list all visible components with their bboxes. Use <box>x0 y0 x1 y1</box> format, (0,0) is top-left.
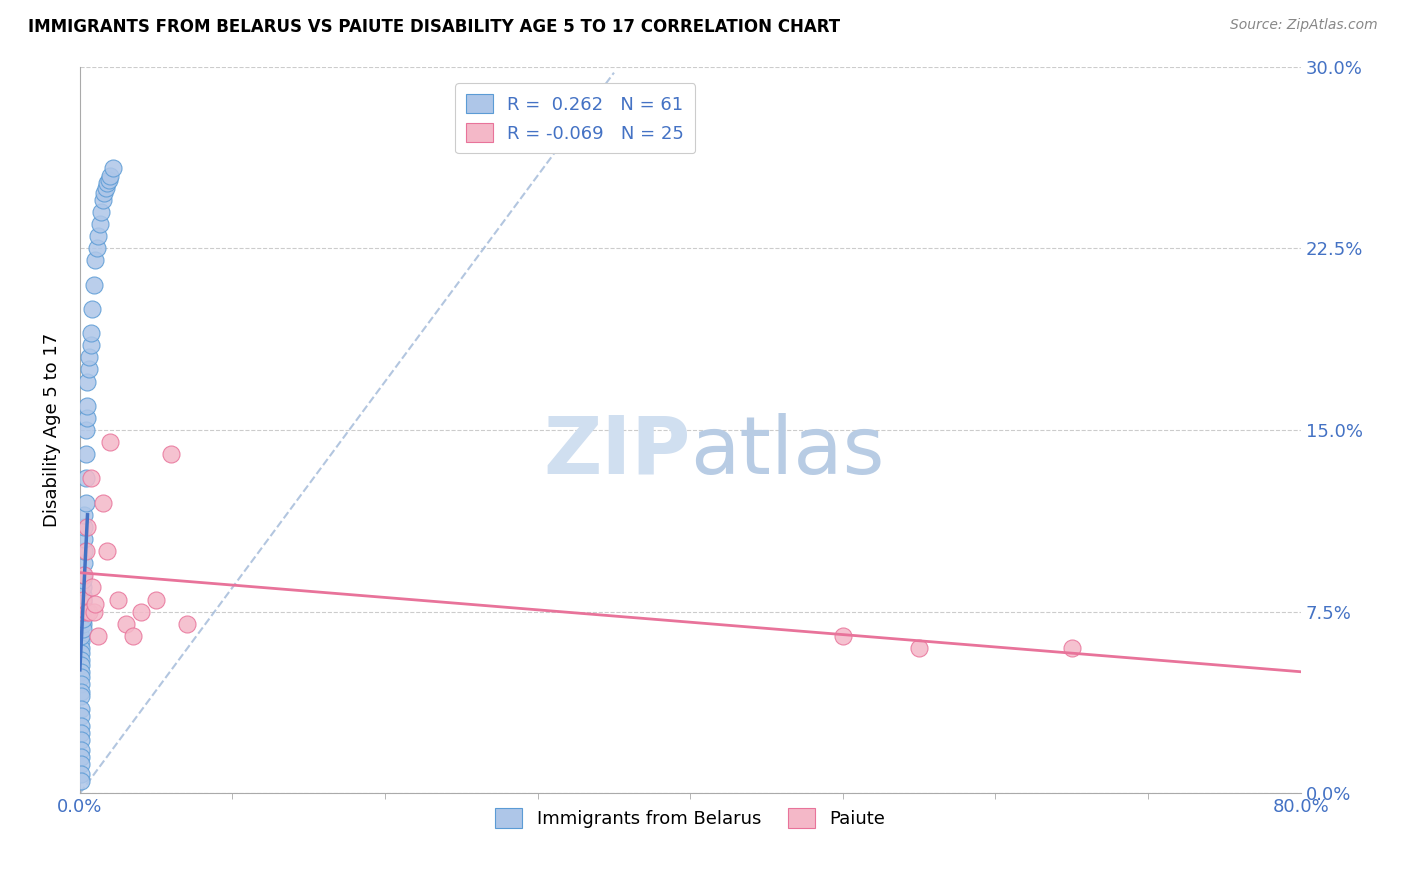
Point <box>70 665 93 680</box>
Point <box>75 544 97 558</box>
Point <box>84 598 107 612</box>
Point <box>86 241 108 255</box>
Point <box>73 556 96 570</box>
Point <box>70 653 93 667</box>
Point <box>77 362 100 376</box>
Point <box>70 767 93 781</box>
Point <box>76 410 98 425</box>
Point <box>122 629 145 643</box>
Point <box>72 612 94 626</box>
Point <box>70 701 93 715</box>
Point <box>70 708 93 723</box>
Point <box>72 588 94 602</box>
Point <box>76 520 98 534</box>
Point <box>80 301 103 316</box>
Text: atlas: atlas <box>690 413 884 491</box>
Point <box>76 605 98 619</box>
Point <box>73 532 96 546</box>
Point <box>1060 640 1083 655</box>
Point <box>77 351 100 365</box>
Point <box>103 161 125 176</box>
Point <box>77 605 100 619</box>
Point <box>100 435 122 450</box>
Point <box>73 568 96 582</box>
Point <box>908 640 931 655</box>
Point <box>72 622 94 636</box>
Legend: Immigrants from Belarus, Paiute: Immigrants from Belarus, Paiute <box>488 801 893 835</box>
Point <box>72 581 94 595</box>
Point <box>70 646 93 660</box>
Point <box>70 774 93 789</box>
Point <box>70 743 93 757</box>
Point <box>83 277 105 292</box>
Point <box>75 471 97 485</box>
Point <box>84 253 107 268</box>
Point <box>73 508 96 522</box>
Point <box>97 173 120 187</box>
Point <box>72 616 94 631</box>
Point <box>160 447 183 461</box>
Point <box>70 657 93 672</box>
Text: IMMIGRANTS FROM BELARUS VS PAIUTE DISABILITY AGE 5 TO 17 CORRELATION CHART: IMMIGRANTS FROM BELARUS VS PAIUTE DISABI… <box>28 18 841 36</box>
Point <box>129 605 152 619</box>
Point <box>176 616 198 631</box>
Point <box>76 399 98 413</box>
Point <box>79 326 101 340</box>
Point <box>70 757 93 772</box>
Point <box>80 581 103 595</box>
Point <box>100 169 122 183</box>
Point <box>145 592 167 607</box>
Point <box>831 629 853 643</box>
Point <box>72 592 94 607</box>
Y-axis label: Disability Age 5 to 17: Disability Age 5 to 17 <box>44 333 60 527</box>
Point <box>96 544 118 558</box>
Point <box>79 338 101 352</box>
Point <box>72 568 94 582</box>
Point <box>107 592 129 607</box>
Point <box>79 471 101 485</box>
Point <box>91 496 114 510</box>
Point <box>70 726 93 740</box>
Point <box>70 640 93 655</box>
Point <box>89 217 111 231</box>
Point <box>76 375 98 389</box>
Point <box>70 750 93 764</box>
Point <box>94 180 117 194</box>
Point <box>70 633 93 648</box>
Point <box>70 677 93 691</box>
Point <box>70 684 93 698</box>
Point <box>93 186 115 200</box>
Point <box>75 496 97 510</box>
Point <box>87 629 110 643</box>
Point <box>72 598 94 612</box>
Point <box>91 193 114 207</box>
Point <box>83 605 105 619</box>
Point <box>73 520 96 534</box>
Point <box>73 544 96 558</box>
Text: ZIP: ZIP <box>543 413 690 491</box>
Point <box>70 605 93 619</box>
Point <box>75 423 97 437</box>
Point <box>72 605 94 619</box>
Point <box>70 690 93 704</box>
Point <box>96 176 118 190</box>
Point <box>70 718 93 732</box>
Point <box>75 447 97 461</box>
Text: Source: ZipAtlas.com: Source: ZipAtlas.com <box>1230 18 1378 32</box>
Point <box>70 670 93 684</box>
Point <box>87 229 110 244</box>
Point <box>72 573 94 587</box>
Point <box>70 629 93 643</box>
Point <box>72 592 94 607</box>
Point <box>70 733 93 747</box>
Point <box>90 205 112 219</box>
Point <box>114 616 136 631</box>
